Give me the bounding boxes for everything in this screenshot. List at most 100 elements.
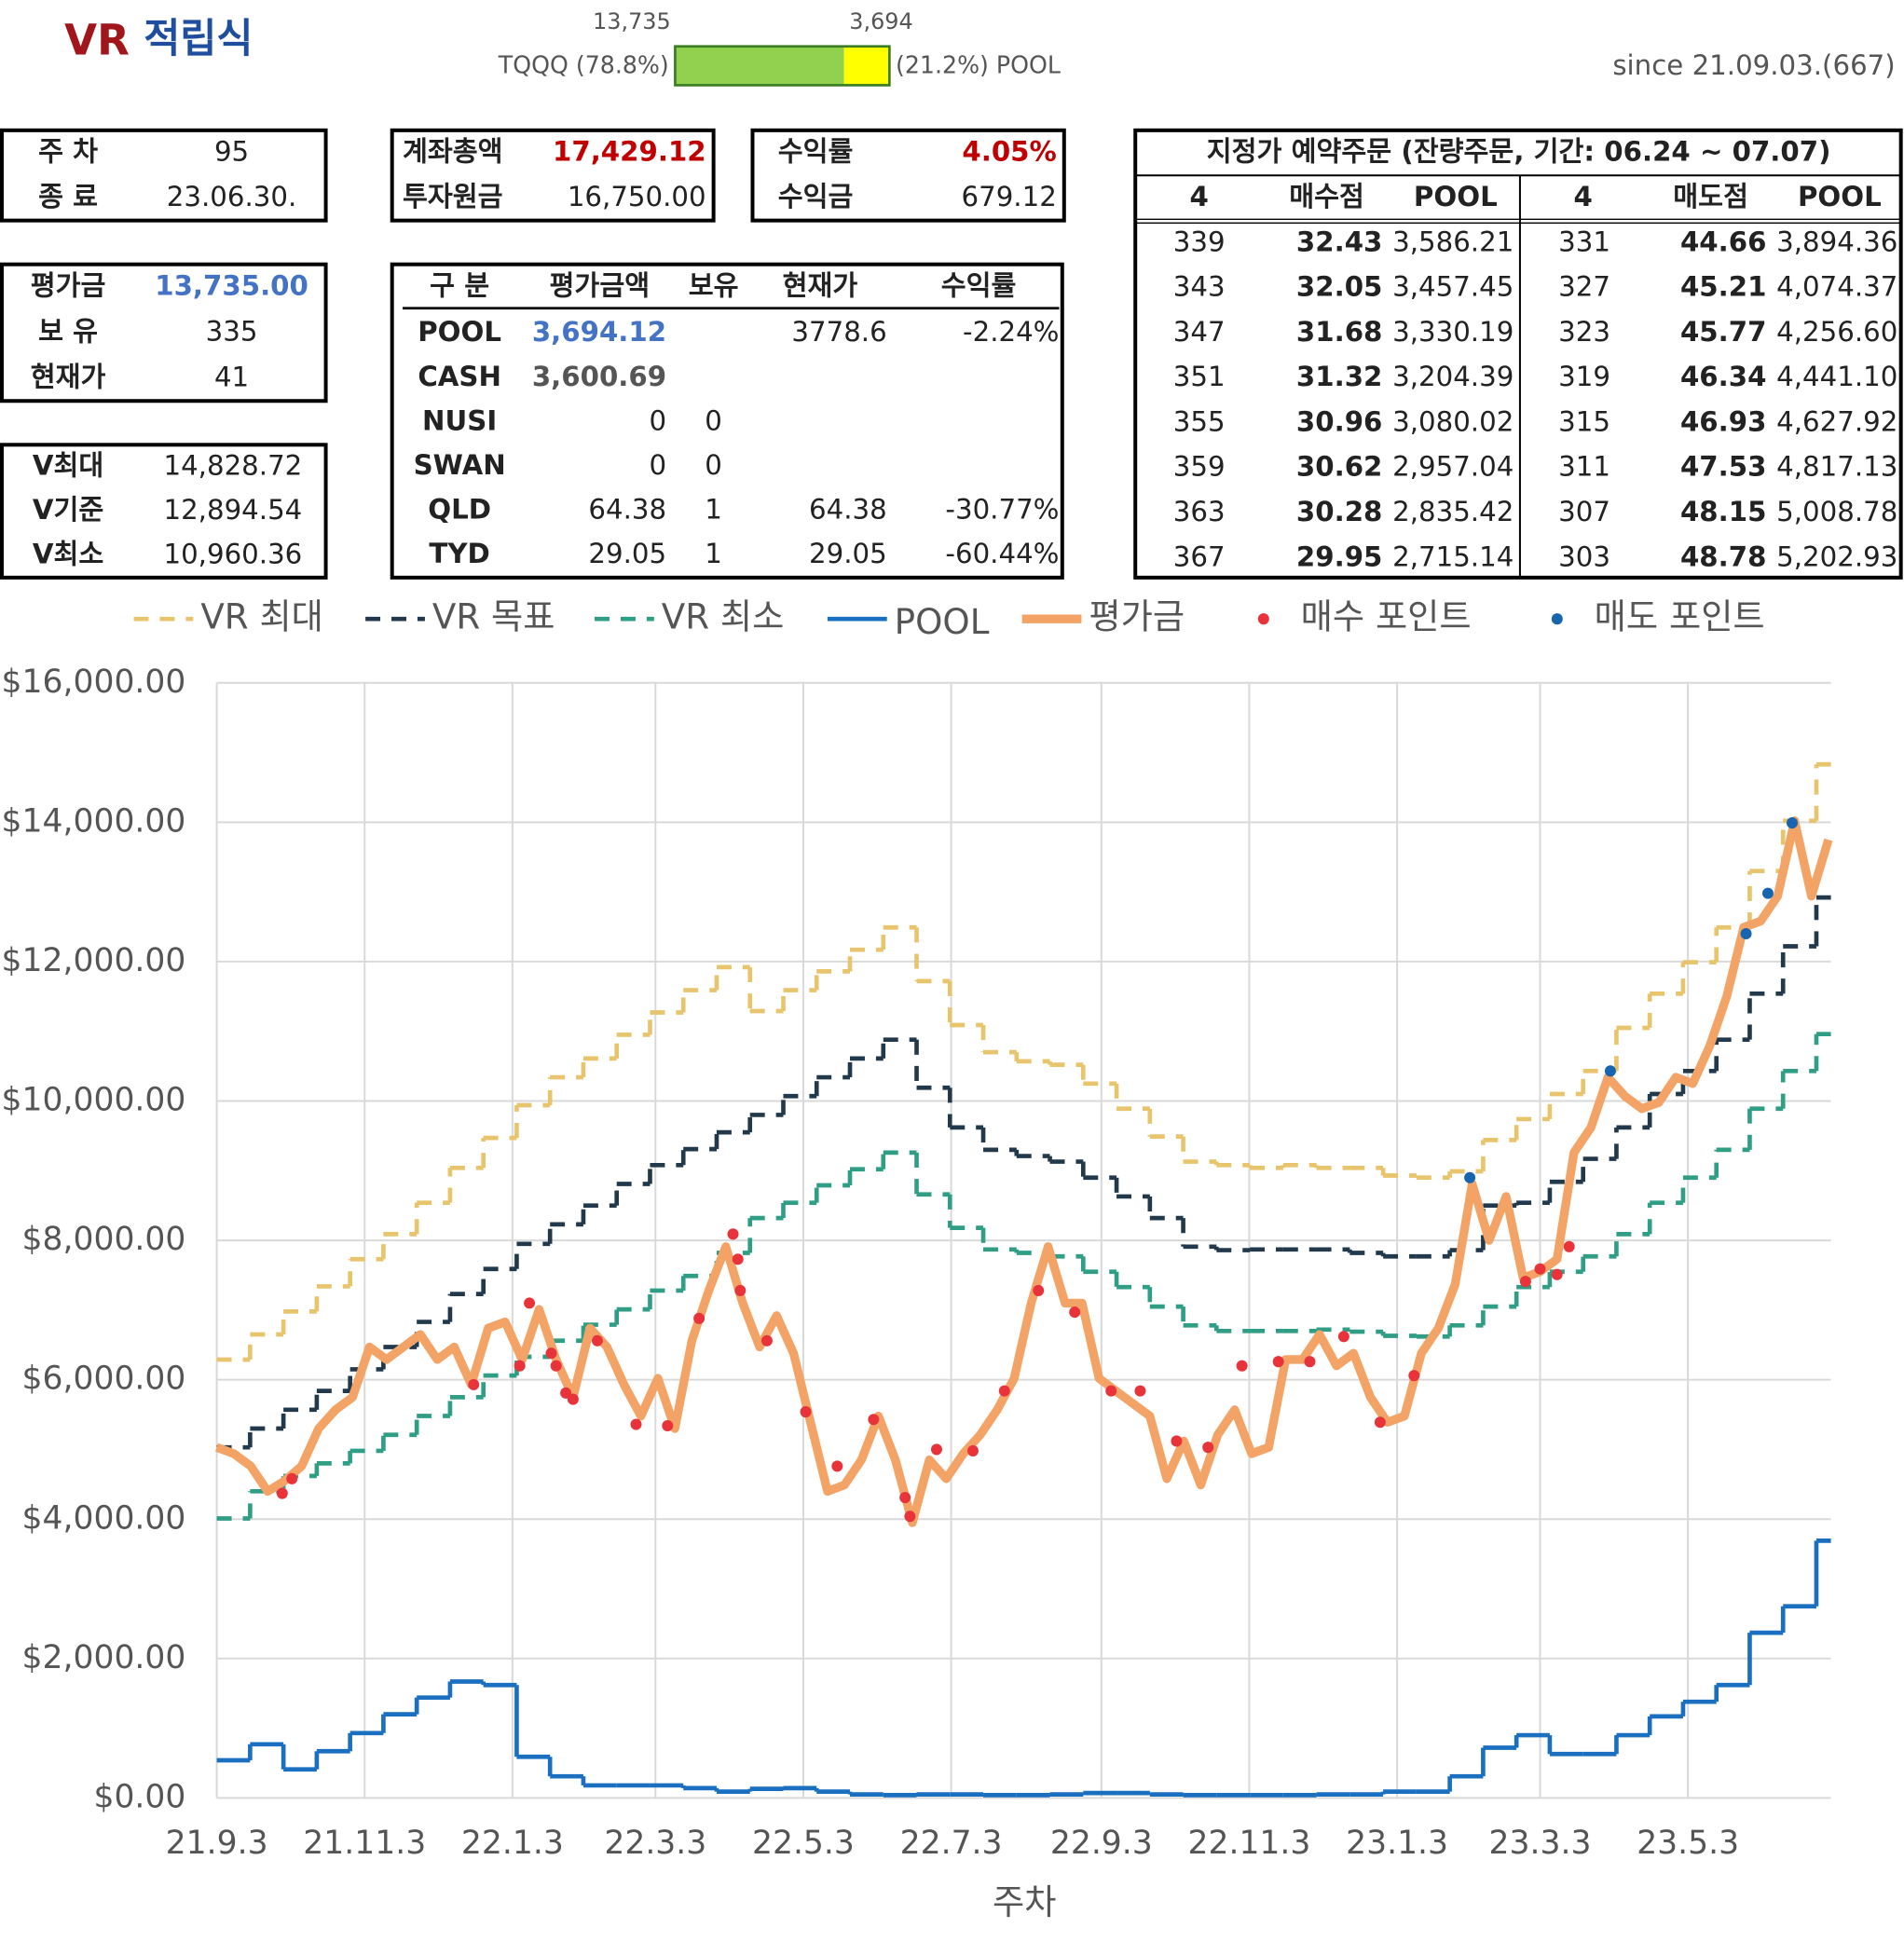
y-tick-label: $4,000.00 [22, 1499, 186, 1537]
orders-cell: 45.77 [1680, 316, 1766, 348]
data-point [760, 1334, 773, 1347]
x-tick-label: 22.9.3 [1050, 1825, 1153, 1862]
orders-cell: 303 [1558, 540, 1610, 572]
data-point [560, 1387, 572, 1399]
orders-cell: 339 [1173, 226, 1226, 257]
orders-cell: 363 [1173, 496, 1226, 527]
summary-label: V최소 [33, 538, 103, 569]
orders-cell: 327 [1558, 270, 1610, 302]
summary-label: 수익률 [778, 135, 854, 167]
summary-value: 17,429.12 [553, 135, 706, 167]
summary-box [0, 262, 328, 403]
holdings-cell: CASH [418, 361, 501, 392]
legend-symbol [1551, 613, 1563, 625]
summary-label: 주 차 [38, 135, 98, 167]
data-point [286, 1472, 298, 1484]
data-point [1272, 1356, 1284, 1368]
orders-cell: 5,202.93 [1776, 540, 1897, 572]
orders-cell: 323 [1558, 316, 1610, 348]
summary-label: V기준 [33, 494, 103, 526]
orders-cell: 331 [1558, 226, 1610, 257]
data-point [899, 1491, 911, 1504]
summary-value: 95 [214, 135, 249, 167]
data-point [1740, 927, 1752, 940]
holdings-cell: 29.05 [809, 538, 887, 569]
orders-cell: 367 [1173, 540, 1226, 572]
orders-cell: 47.53 [1680, 451, 1766, 483]
orders-cell: 3,330.19 [1392, 316, 1514, 348]
orders-cell: 5,008.78 [1776, 496, 1897, 527]
since-label: since 21.09.03.(667) [1612, 49, 1895, 81]
holdings-cell: QLD [428, 493, 491, 525]
orders-cell: 30.96 [1296, 405, 1382, 437]
orders-cell: 2,715.14 [1392, 540, 1514, 572]
holdings-cell: POOL [418, 316, 501, 348]
legend-symbol [1257, 613, 1269, 625]
data-point [1604, 1065, 1616, 1077]
x-tick-label: 22.11.3 [1188, 1825, 1311, 1862]
y-tick-label: $0.00 [93, 1778, 185, 1815]
orders-cell: 30.28 [1296, 496, 1382, 527]
orders-title: 지정가 예약주문 (잔량주문, 기간: 06.24 ~ 07.07) [1207, 135, 1831, 167]
orders-cell: 46.93 [1680, 405, 1766, 437]
orders-cell: 48.15 [1680, 496, 1766, 527]
orders-cell: 46.34 [1680, 361, 1766, 392]
title-main: 적립식 [144, 16, 253, 62]
holdings-cell: -60.44% [945, 538, 1059, 569]
data-point [693, 1312, 705, 1324]
orders-cell: 45.21 [1680, 270, 1766, 302]
x-tick-label: 23.1.3 [1346, 1825, 1448, 1862]
orders-column-header: 매도점 [1673, 181, 1748, 212]
data-point [1069, 1306, 1081, 1319]
orders-cell: 3,204.39 [1392, 361, 1514, 392]
summary-label: 계좌총액 [403, 135, 503, 167]
orders-cell: 347 [1173, 316, 1226, 348]
holdings-cell: SWAN [414, 449, 506, 481]
orders-cell: 351 [1173, 361, 1226, 392]
holdings-cell: 0 [705, 449, 722, 481]
holdings-column-header: 평가금액 [550, 269, 651, 301]
y-tick-label: $16,000.00 [2, 663, 186, 701]
holdings-cell: 3778.6 [791, 316, 886, 348]
holdings-cell: -2.24% [963, 316, 1059, 348]
series-line [215, 816, 1833, 1527]
x-tick-label: 21.11.3 [303, 1825, 426, 1862]
data-point [930, 1443, 942, 1456]
orders-column-header: 4 [1574, 181, 1593, 212]
data-point [1374, 1416, 1386, 1429]
orders-cell: 29.95 [1296, 540, 1382, 572]
orders-cell: 30.62 [1296, 451, 1382, 483]
x-axis-title: 주차 [993, 1881, 1056, 1922]
data-point [904, 1511, 916, 1523]
allocation-name: (21.2%) POOL [896, 50, 1062, 78]
summary-value: 13,735.00 [155, 270, 308, 302]
holdings-cell: 0 [650, 404, 667, 436]
holdings-cell: 1 [705, 493, 722, 525]
data-point [662, 1419, 674, 1432]
data-point [1337, 1331, 1349, 1343]
summary-value: 41 [214, 361, 249, 392]
summary-value: 12,894.54 [163, 494, 302, 526]
data-point [591, 1334, 603, 1347]
orders-cell: 307 [1558, 496, 1610, 527]
allocation-name: TQQQ (78.8%) [498, 50, 669, 78]
data-point [468, 1378, 480, 1390]
summary-label: 수익금 [778, 181, 854, 212]
data-point [1304, 1356, 1316, 1368]
orders-cell: 4,074.37 [1776, 270, 1897, 302]
data-point [550, 1360, 562, 1372]
holdings-box [390, 262, 1064, 580]
holdings-cell: 29.05 [588, 538, 666, 569]
y-tick-label: $6,000.00 [22, 1361, 186, 1398]
orders-cell: 3,894.36 [1776, 226, 1897, 257]
data-point [967, 1444, 979, 1456]
x-tick-label: 22.1.3 [461, 1825, 564, 1862]
data-point [732, 1253, 744, 1265]
summary-label: 투자원금 [403, 181, 503, 212]
allocation-value: 13,735 [593, 8, 671, 34]
orders-column-header: 4 [1190, 181, 1209, 212]
orders-column-header: POOL [1798, 181, 1882, 212]
data-point [514, 1360, 526, 1372]
orders-cell: 4,627.92 [1776, 405, 1897, 437]
data-point [276, 1487, 288, 1499]
